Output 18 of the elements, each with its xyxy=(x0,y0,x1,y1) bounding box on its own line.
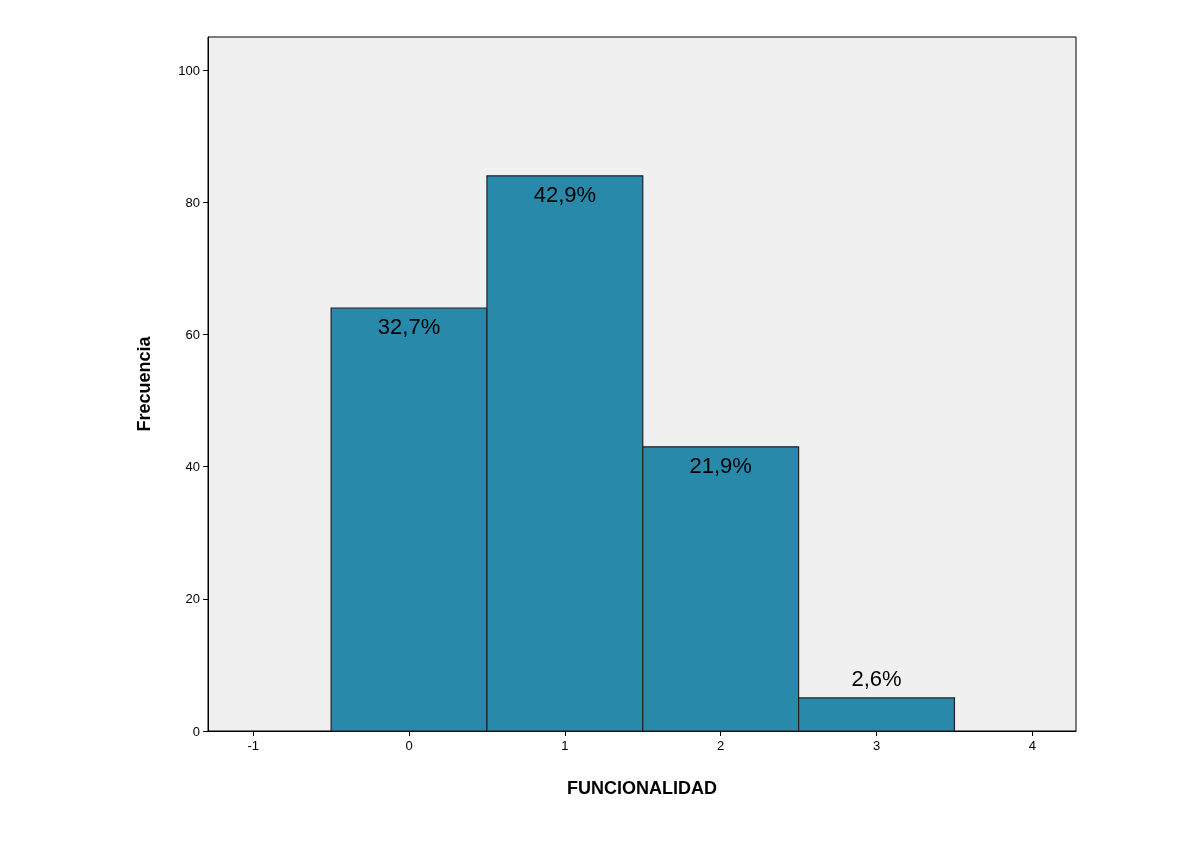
x-tick-label: 1 xyxy=(561,738,569,753)
y-tick-label: 80 xyxy=(185,194,200,210)
y-tick-label: 40 xyxy=(185,459,200,475)
y-tick-label: 100 xyxy=(178,62,200,78)
y-axis-title: Frecuencia xyxy=(134,335,154,432)
annotation: 21,9% xyxy=(689,453,752,479)
x-tick-label: -1 xyxy=(247,738,259,753)
x-tick-label: 0 xyxy=(405,738,413,753)
y-tick-label: 0 xyxy=(192,723,200,739)
x-tick-label: 3 xyxy=(872,738,881,753)
x-axis-title: FUNCIONALIDAD xyxy=(567,778,717,798)
annotation: 32,7% xyxy=(377,314,441,340)
x-tick-label: 4 xyxy=(1028,738,1036,753)
y-tick-label: 20 xyxy=(185,591,200,607)
annotation: 2,6% xyxy=(851,666,902,692)
annotation: 42,9% xyxy=(533,182,597,208)
x-tick-label: 2 xyxy=(717,738,725,753)
y-tick-label: 60 xyxy=(185,326,200,342)
